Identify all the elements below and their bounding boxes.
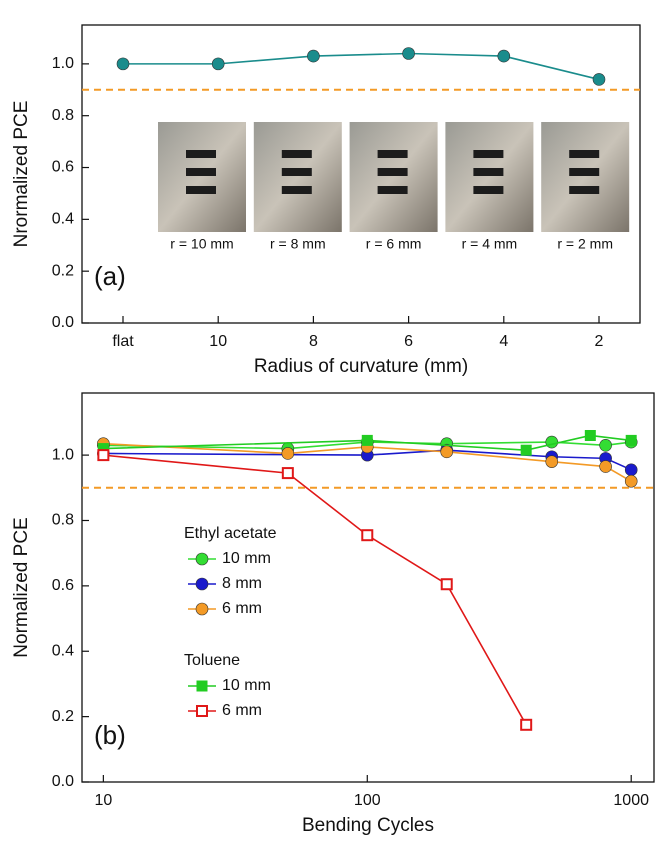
marker [545,435,559,449]
marker [307,49,320,63]
x-tick-label: 100 [354,792,381,809]
y-tick-label: 0.2 [52,262,74,279]
photo-caption: r = 10 mm [170,236,233,252]
marker [97,449,110,462]
marker [361,434,373,446]
marker [599,460,612,473]
marker [545,455,559,468]
marker [624,474,638,488]
line [103,454,527,726]
photo-stripe [377,168,408,176]
plot-frame [81,24,641,324]
plot-frame [81,392,655,783]
photo-caption: r = 2 mm [557,236,613,252]
y-tick-label: 1.0 [52,446,74,463]
y-axis-title: Normalized PCE [11,517,32,657]
marker [520,444,532,456]
marker [520,718,533,731]
y-tick-label: 0.2 [52,708,74,725]
legend-label: 6 mm [222,600,262,617]
marker [592,73,606,86]
legend-label: 10 mm [222,677,271,694]
photo-stripe [473,150,504,158]
x-axis-title: Bending Cycles [302,815,434,836]
marker [361,529,374,542]
photo-stripe [281,168,312,176]
photo [445,122,534,232]
legend-label: 8 mm [222,575,262,592]
x-tick-label: 8 [309,333,318,350]
photo-caption: r = 6 mm [366,236,422,252]
y-tick-label: 0.8 [52,512,74,529]
x-tick-label: 1000 [613,792,649,809]
marker [196,705,208,717]
marker [281,447,295,460]
marker [195,602,209,616]
y-tick-label: 0.0 [52,773,74,790]
y-tick-label: 0.6 [52,577,74,594]
line [123,52,600,81]
photo [253,122,342,232]
marker [195,577,209,591]
photo [541,122,630,232]
photo-stripe [377,150,408,158]
y-axis-title: Nrormalized PCE [11,101,32,248]
legend-label: 6 mm [222,702,262,719]
marker [402,47,415,60]
y-tick-label: 0.6 [52,159,74,176]
y-tick-label: 0.0 [52,314,74,331]
marker [97,443,109,455]
photo [158,122,246,232]
photo-stripe [473,186,504,194]
marker [584,429,596,441]
marker [599,439,612,452]
marker [281,467,294,480]
marker [497,49,511,63]
photo-stripe [473,168,504,176]
y-tick-label: 1.0 [52,55,74,72]
photo-stripe [281,186,312,194]
x-tick-label: 4 [499,333,508,350]
marker [624,463,638,477]
marker [196,680,208,692]
x-tick-label: 10 [94,792,112,809]
marker [116,57,130,71]
legend-group-title: Ethyl acetate [184,525,277,542]
x-tick-label: 10 [209,333,227,350]
photo-caption: r = 4 mm [462,236,518,252]
photo-stripe [281,150,312,158]
x-tick-label: 6 [404,333,413,350]
marker [195,552,209,566]
photo-stripe [186,168,216,176]
x-axis-title: Radius of curvature (mm) [254,356,468,377]
legend-group-title: Toluene [184,652,240,669]
x-tick-label: flat [112,333,134,350]
photo-caption: r = 8 mm [270,236,326,252]
photo-stripe [186,150,216,158]
photo-stripe [569,168,600,176]
marker [211,57,225,71]
x-tick-label: 2 [595,333,604,350]
marker [625,434,637,446]
panel-label: (a) [94,261,126,291]
photo-stripe [186,186,216,194]
photo-stripe [569,186,600,194]
marker [440,445,454,459]
y-tick-label: 0.8 [52,107,74,124]
photo-stripe [377,186,408,194]
photo-stripe [569,150,600,158]
y-tick-label: 0.4 [52,642,74,659]
marker [440,578,453,591]
photo [349,122,438,232]
panel-label: (b) [94,720,126,750]
y-tick-label: 0.4 [52,211,74,228]
legend-label: 10 mm [222,550,271,567]
